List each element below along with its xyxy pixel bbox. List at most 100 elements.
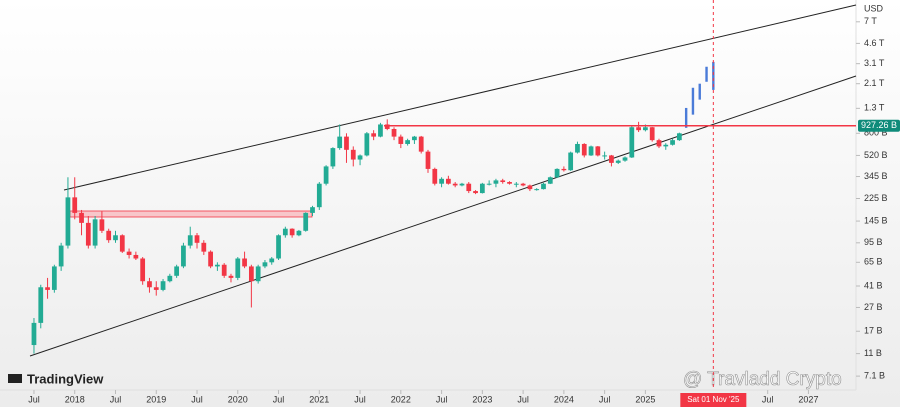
y-tick-label: 41 B — [864, 280, 883, 290]
candle-body — [310, 207, 315, 213]
price-badge — [858, 119, 900, 132]
x-tick-label: Jul — [28, 394, 40, 404]
y-tick-label: 1.3 T — [864, 103, 885, 113]
y-tick-label: 17 B — [864, 326, 883, 336]
candle-body — [391, 128, 397, 137]
x-tick-label: Jul — [191, 394, 203, 404]
candle-body — [676, 133, 682, 141]
candle-body — [378, 124, 383, 137]
candle-body — [656, 140, 662, 147]
x-tick-label: Jul — [354, 394, 366, 404]
x-tick-label: 2027 — [798, 394, 818, 404]
candle-body — [350, 149, 356, 160]
y-tick-label: 3.1 T — [864, 58, 885, 68]
candle-body — [344, 136, 349, 150]
candle-body — [371, 133, 377, 137]
crosshair-label: Sat 01 Nov '25 — [687, 395, 740, 404]
candle-body — [473, 191, 478, 194]
candle-body — [602, 155, 608, 157]
x-tick-label: Jul — [762, 394, 774, 404]
y-tick-label: 65 B — [864, 257, 883, 267]
price-label: 927.26 B — [861, 120, 897, 130]
candle-body — [493, 180, 499, 184]
candle-body — [629, 127, 635, 158]
candle-body — [45, 287, 50, 290]
x-tick-label: 2024 — [554, 394, 574, 404]
candle-body — [235, 258, 241, 278]
x-tick-label: Jul — [517, 394, 529, 404]
y-tick-label: 520 B — [864, 150, 888, 160]
candle-body — [242, 258, 247, 267]
watermark: @ Travladd Crypto — [683, 369, 842, 390]
candle-body — [174, 266, 180, 276]
candle-body — [255, 266, 261, 282]
candle-body — [588, 146, 594, 156]
y-tick-label: 145 B — [864, 215, 888, 225]
x-tick-label: 2021 — [309, 394, 329, 404]
candle-body — [187, 235, 193, 246]
candle-body — [398, 136, 404, 144]
y-tick-label: 2.1 T — [864, 78, 885, 88]
candle-body — [316, 183, 322, 208]
x-tick-label: 2022 — [391, 394, 411, 404]
x-tick-label: 2023 — [472, 394, 492, 404]
x-tick-label: 2018 — [65, 394, 85, 404]
candle-body — [520, 183, 526, 186]
candle-body — [228, 275, 234, 278]
candle-body — [282, 228, 288, 236]
crosshair-badge — [680, 393, 747, 407]
candle-body — [92, 219, 98, 246]
candle-body — [452, 183, 458, 186]
y-tick-label: 4.6 T — [864, 38, 885, 48]
logo-mark — [8, 374, 22, 383]
candle-body — [72, 197, 78, 213]
candle-body — [357, 155, 363, 160]
candle-body — [364, 133, 370, 156]
unit-label: USD — [864, 3, 884, 13]
candle-body — [649, 127, 655, 141]
candle-body — [554, 168, 560, 178]
candle-body — [337, 136, 343, 149]
candle-body — [119, 235, 125, 252]
candle-body — [201, 242, 207, 252]
candle-body — [269, 258, 275, 263]
candle-body — [575, 143, 580, 153]
candle-body — [31, 322, 37, 346]
candle-body — [153, 287, 159, 290]
candle-body — [663, 144, 669, 147]
candle-body — [303, 212, 309, 231]
candle-body — [221, 264, 227, 276]
candle-body — [595, 146, 601, 156]
candle-body — [194, 235, 200, 243]
candle-body — [439, 178, 444, 184]
candle-body — [609, 155, 614, 163]
candle-body — [425, 151, 431, 169]
candle-body — [133, 254, 139, 259]
candle-body — [568, 152, 574, 171]
candle-body — [405, 140, 410, 144]
candle-body — [289, 228, 295, 236]
x-tick-label: Jul — [436, 394, 448, 404]
candle-body — [466, 183, 472, 192]
candle-body — [486, 183, 492, 185]
candle-body — [79, 212, 84, 223]
candle-body — [58, 245, 64, 267]
candle-body — [643, 127, 648, 131]
y-tick-label: 27 B — [864, 302, 883, 312]
projection-bar — [712, 61, 715, 90]
projection-bar — [698, 83, 701, 100]
candle-body — [215, 264, 220, 267]
x-tick-label: Jul — [273, 394, 285, 404]
candle-body — [99, 219, 105, 231]
candle-body — [479, 183, 485, 194]
x-tick-label: Jul — [110, 394, 122, 404]
candle-body — [670, 140, 675, 145]
candle-body — [167, 275, 173, 282]
y-tick-label: 345 B — [864, 171, 888, 181]
candle-body — [561, 168, 567, 171]
candle-body — [208, 251, 213, 267]
projection-bar — [691, 87, 695, 115]
candle-body — [330, 148, 336, 167]
